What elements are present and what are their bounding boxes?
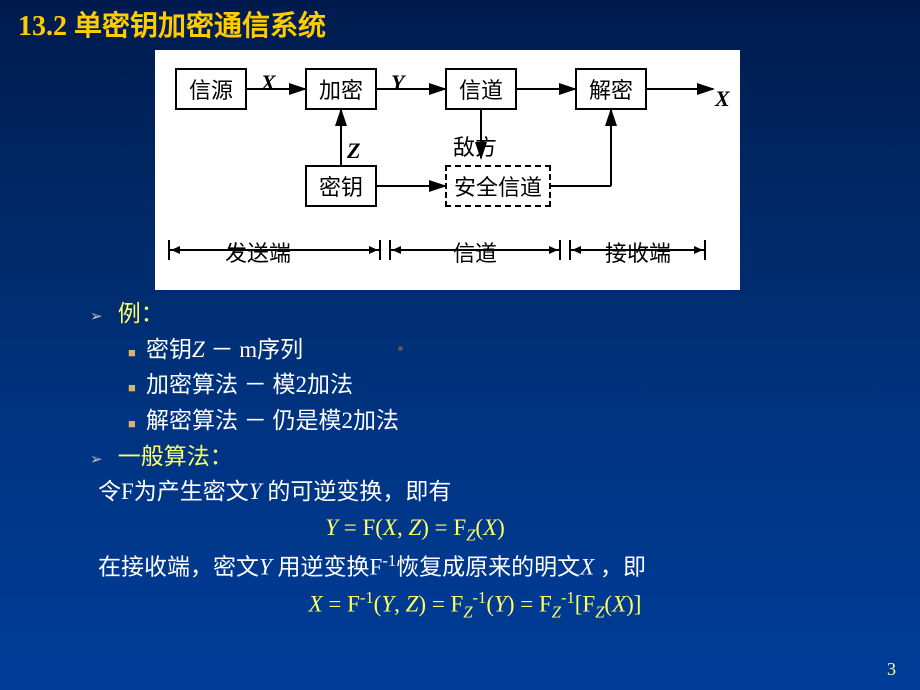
t: (: [486, 592, 494, 617]
t: Y: [494, 592, 507, 617]
diagram-label: 接收端: [605, 236, 671, 268]
node-key: 密钥: [305, 165, 377, 207]
t: 加密算法 － 模2加法: [146, 372, 353, 397]
bullet-item: ■密钥Z － m序列: [90, 332, 920, 368]
triangle-bullet-icon: ➢: [90, 306, 112, 329]
text-line-1: 令F为产生密文Y 的可逆变换，即有: [90, 474, 920, 510]
t: X: [309, 592, 323, 617]
t: 的可逆变换，即有: [267, 479, 451, 504]
laser-pointer-dot: [398, 346, 403, 351]
text-line-2: 在接收端，密文Y 用逆变换F-1恢复成原来的明文X ，即: [90, 548, 920, 585]
t: )]: [626, 592, 641, 617]
t: Y: [249, 479, 268, 504]
t: X: [580, 555, 600, 580]
diagram-label: Y: [391, 70, 404, 96]
node-channel: 信道: [445, 68, 517, 110]
t: ,: [394, 592, 406, 617]
t: Z: [192, 337, 205, 362]
triangle-bullet-icon: ➢: [90, 449, 112, 472]
diagram-label: X: [715, 86, 730, 112]
t: X: [612, 592, 626, 617]
general-heading: ➢ 一般算法：: [90, 439, 920, 475]
t: -1: [473, 588, 487, 607]
equation-1: Y = F(X, Z) = FZ(X): [90, 510, 920, 548]
example-label: 例：: [118, 301, 164, 326]
diagram-label: 信道: [453, 236, 497, 268]
t: = F: [323, 592, 360, 617]
bullet-item: ■加密算法 － 模2加法: [90, 367, 920, 403]
page-number: 3: [887, 659, 896, 680]
slide-body: ➢ 例： ■密钥Z － m序列■加密算法 － 模2加法■解密算法 － 仍是模2加…: [0, 290, 920, 625]
t: Z: [552, 603, 561, 622]
t: － m序列: [205, 337, 303, 362]
t: 用逆变换F: [278, 555, 383, 580]
t: Z: [406, 592, 419, 617]
t: ) = F: [507, 592, 552, 617]
t: Y: [259, 555, 278, 580]
equation-2: X = F-1(Y, Z) = FZ-1(Y) = FZ-1[FZ(X)]: [90, 585, 920, 625]
t: Z: [408, 515, 421, 540]
t: ,: [397, 515, 409, 540]
diagram-label: 敌方: [453, 130, 497, 162]
t: X: [483, 515, 497, 540]
t: ) = F: [418, 592, 463, 617]
t: Z: [595, 603, 604, 622]
t: ) = F: [421, 515, 466, 540]
t: 密钥: [146, 337, 192, 362]
node-decrypt: 解密: [575, 68, 647, 110]
t: 在接收端，密文: [98, 555, 259, 580]
slide-title: 13.2 单密钥加密通信系统: [0, 0, 920, 44]
t: 令F为产生密文: [98, 479, 249, 504]
t: Y: [381, 592, 394, 617]
node-encrypt: 加密: [305, 68, 377, 110]
example-heading: ➢ 例：: [90, 296, 920, 332]
t: 恢复成原来的明文: [396, 555, 580, 580]
t: -1: [382, 551, 396, 570]
general-label: 一般算法：: [118, 444, 233, 469]
bullet-item: ■解密算法 － 仍是模2加法: [90, 403, 920, 439]
t: (: [475, 515, 483, 540]
t: = F(: [338, 515, 383, 540]
node-source: 信源: [175, 68, 247, 110]
t: Z: [463, 603, 472, 622]
t: -1: [360, 588, 374, 607]
square-bullet-icon: ■: [128, 378, 146, 398]
t: -1: [561, 588, 575, 607]
t: ): [497, 515, 505, 540]
t: Y: [325, 515, 338, 540]
square-bullet-icon: ■: [128, 343, 146, 363]
diagram-label: X: [261, 70, 276, 96]
t: X: [383, 515, 397, 540]
node-secchan: 安全信道: [445, 165, 551, 207]
t: Z: [466, 525, 475, 544]
diagram-label: Z: [347, 138, 360, 164]
square-bullet-icon: ■: [128, 414, 146, 434]
t: (: [604, 592, 612, 617]
t: ，即: [600, 555, 646, 580]
block-diagram: 信源加密信道解密密钥安全信道XYXZ敌方发送端信道接收端: [155, 50, 740, 290]
diagram-label: 发送端: [225, 236, 291, 268]
t: [F: [575, 592, 595, 617]
t: 解密算法 － 仍是模2加法: [146, 408, 399, 433]
